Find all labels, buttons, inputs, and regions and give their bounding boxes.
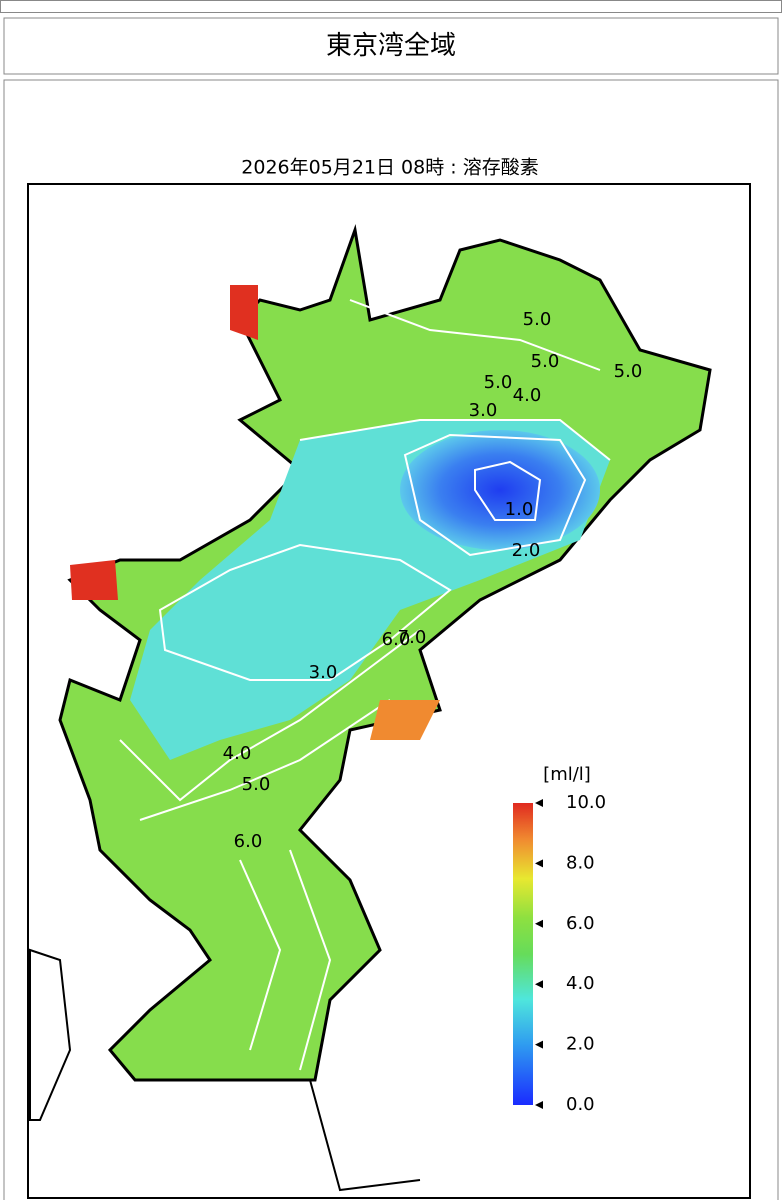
contour-label: 3.0 [469, 400, 498, 421]
contour-label: 5.0 [523, 309, 552, 330]
colorbar-tick-label: 8.0 [566, 852, 595, 873]
warm-patch [230, 285, 258, 340]
warm-patch [370, 700, 440, 740]
coastline [29, 948, 421, 1192]
colorbar-tick [535, 919, 543, 928]
colorbar-tick [535, 1040, 543, 1049]
colorbar-tick-label: 0.0 [566, 1094, 595, 1115]
contour-label: 5.0 [242, 774, 271, 795]
contour-label: 1.0 [505, 499, 534, 520]
contour-label: 5.0 [531, 351, 560, 372]
contour-label: 5.0 [484, 372, 513, 393]
colorbar-tick-label: 6.0 [566, 913, 595, 934]
colorbar-unit: [ml/l] [543, 764, 591, 785]
map-title: 2026年05月21日 08時 : 溶存酸素 [241, 157, 538, 179]
warm-patch [70, 560, 118, 600]
header-cell [3, 17, 779, 75]
contour [119, 299, 611, 1071]
colorbar-tick-label: 2.0 [566, 1034, 595, 1055]
colorbar-tick [535, 799, 543, 807]
contour-label: 4.0 [513, 385, 542, 406]
contour-label: 7.0 [398, 627, 427, 648]
contour-label: 6.0 [234, 831, 263, 852]
colorbar-tick [535, 859, 543, 868]
colorbar [513, 803, 533, 1105]
colorbar-tick [535, 1101, 543, 1109]
contour-label: 4.0 [223, 743, 252, 764]
colorbar-tick [535, 980, 543, 989]
contour-label: 3.0 [309, 662, 338, 683]
hypoxic-area [400, 430, 600, 550]
header-title: 東京湾全域 [326, 31, 456, 61]
colorbar-tick-label: 4.0 [566, 973, 595, 994]
contour-label: 6.0 [382, 629, 411, 650]
frame [0, 0, 782, 13]
contour-label: 5.0 [614, 361, 643, 382]
contour-label: 2.0 [512, 540, 541, 561]
colorbar-tick-label: 10.0 [566, 792, 606, 813]
